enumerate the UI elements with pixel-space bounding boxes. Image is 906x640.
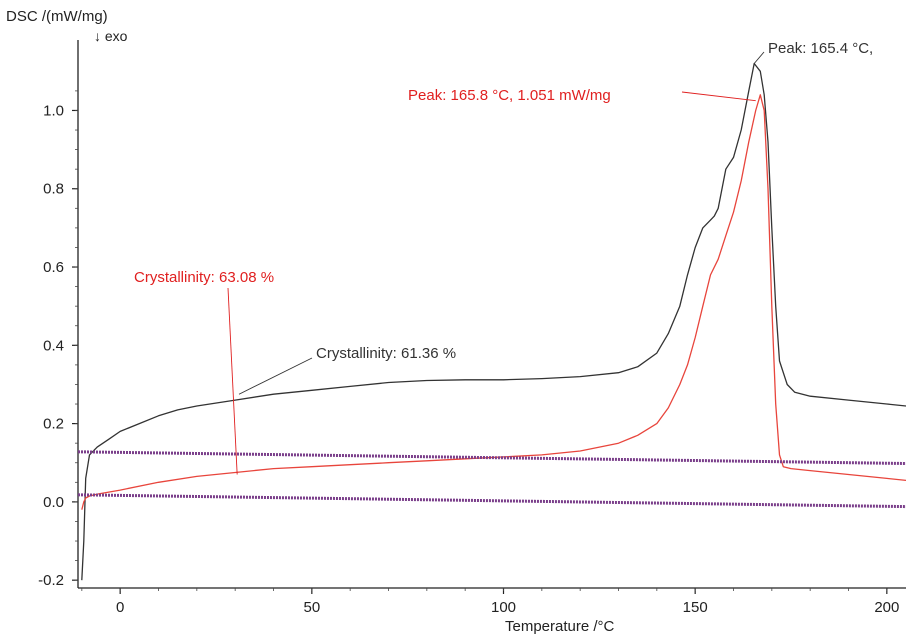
baseline-upper [77, 450, 906, 465]
y-tick-label: 0.0 [43, 494, 64, 511]
x-tick-label: 150 [683, 599, 708, 616]
x-tick-label: 200 [874, 599, 899, 616]
crystallinity-red-leader [227, 287, 238, 475]
dsc-curve-red [81, 94, 906, 510]
crystallinity-black-leader [238, 357, 313, 395]
y-tick-label: 0.6 [43, 259, 64, 276]
annotation-label: Crystallinity: 63.08 % [134, 269, 274, 286]
baseline-lower [77, 493, 906, 509]
y-tick-label: 0.2 [43, 416, 64, 433]
y-tick-label: -0.2 [38, 572, 64, 589]
annotation-label: Peak: 165.8 °C, 1.051 mW/mg [408, 87, 611, 104]
x-axis-title: Temperature /°C [505, 618, 615, 635]
x-tick-label: 100 [491, 599, 516, 616]
exo-direction-label: ↓ exo [94, 28, 128, 44]
peak-black-leader [753, 51, 765, 64]
annotation-label: Crystallinity: 61.36 % [316, 345, 456, 362]
y-tick-label: 0.4 [43, 337, 64, 354]
x-tick-label: 50 [303, 599, 320, 616]
y-tick-label: 1.0 [43, 102, 64, 119]
y-axis-title: DSC /(mW/mg) [6, 8, 108, 25]
dsc-curve-black [81, 62, 906, 581]
x-tick-label: 0 [116, 599, 124, 616]
y-tick-label: 0.8 [43, 181, 64, 198]
annotation-label: Peak: 165.4 °C, [768, 40, 873, 57]
peak-red-leader [681, 91, 756, 102]
